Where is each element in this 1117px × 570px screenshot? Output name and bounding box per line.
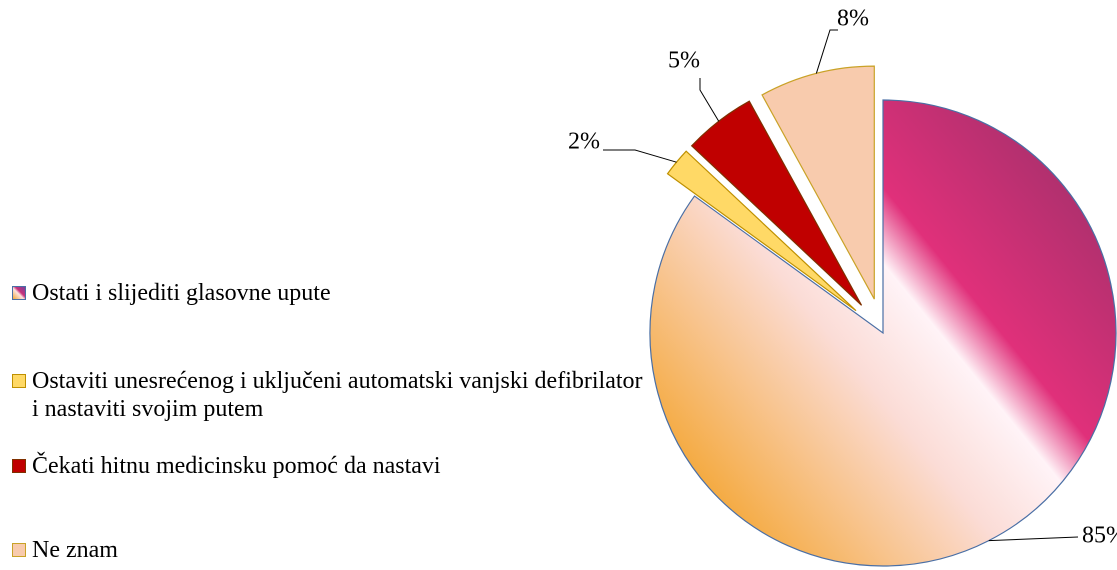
legend-swatch	[12, 459, 26, 473]
legend-label: Ne znam	[32, 537, 118, 563]
legend-label: Ostati i slijediti glasovne upute	[32, 280, 331, 306]
leader-line	[815, 29, 838, 74]
legend-item: Ostaviti unesrećenog i uključeni automat…	[12, 367, 652, 423]
leader-line	[699, 78, 720, 122]
legend-item: Čekati hitnu medicinsku pomoć da nastavi	[12, 452, 652, 480]
legend-label: Ostaviti unesrećenog i uključeni automat…	[32, 368, 643, 422]
leader-line	[603, 149, 677, 163]
data-label: 85%	[1082, 523, 1117, 549]
data-label: 2%	[568, 129, 600, 155]
data-label: 8%	[837, 6, 869, 32]
legend-swatch	[12, 374, 26, 388]
data-label: 5%	[668, 48, 700, 74]
legend-label: Čekati hitnu medicinsku pomoć da nastavi	[32, 453, 441, 479]
legend-item: Ne znam	[12, 536, 652, 564]
leader-line	[988, 536, 1079, 542]
legend-swatch	[12, 286, 26, 300]
legend-swatch	[12, 543, 26, 557]
pie-slice	[649, 99, 1117, 567]
pie-slice	[690, 100, 863, 306]
legend-item: Ostati i slijediti glasovne upute	[12, 279, 652, 307]
